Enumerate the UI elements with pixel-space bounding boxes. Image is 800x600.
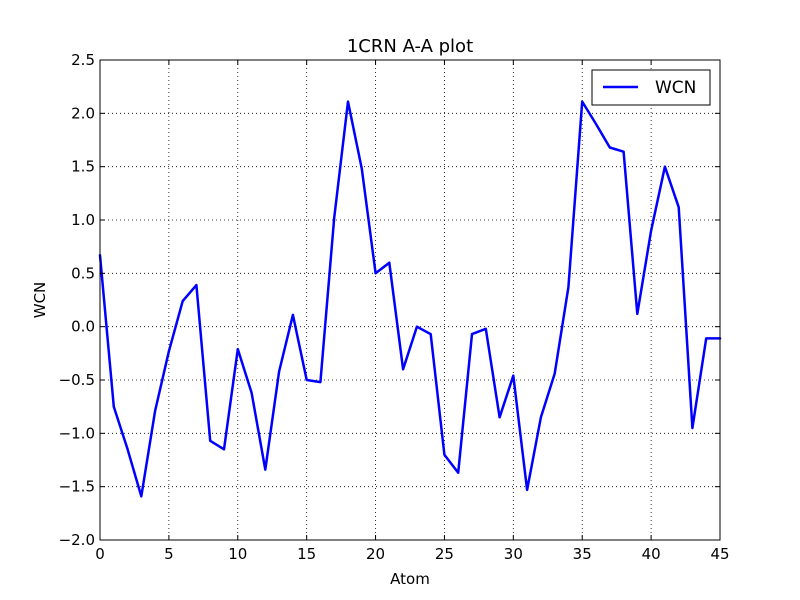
legend-label-wcn: WCN [655, 78, 696, 98]
x-tick-label: 15 [297, 545, 316, 563]
y-tick-label: 2.0 [71, 104, 95, 122]
x-axis-label: Atom [390, 570, 430, 588]
chart-title: 1CRN A-A plot [347, 36, 473, 57]
x-tick-label: 20 [366, 545, 385, 563]
series-line-wcn [98, 100, 722, 498]
y-axis-label: WCN [31, 282, 49, 319]
y-tick-label: −1.5 [59, 478, 95, 496]
y-tick-label: 0.0 [71, 318, 95, 336]
y-tick-label: −2.0 [59, 531, 95, 549]
x-tick-label: 25 [435, 545, 454, 563]
legend: WCN [591, 69, 711, 106]
y-tick-label: −0.5 [59, 371, 95, 389]
series-layer [98, 100, 722, 498]
x-tick-label: 5 [164, 545, 174, 563]
ticks: 0 5 10 15 20 25 30 35 40 45 −2.0 −1.5 −1.0 −0.5 0.0 0.5… [59, 51, 730, 563]
x-tick-label: 30 [504, 545, 523, 563]
grid [100, 60, 720, 540]
x-tick-label: 40 [642, 545, 661, 563]
plot-area-frame [99, 59, 721, 541]
x-tick-label: 45 [710, 545, 729, 563]
y-tick-label: −1.0 [59, 424, 95, 442]
y-tick-label: 2.5 [71, 51, 95, 69]
y-tick-label: 0.5 [71, 264, 95, 282]
x-tick-label: 35 [573, 545, 592, 563]
x-tick-label: 10 [228, 545, 247, 563]
y-tick-label: 1.5 [71, 158, 95, 176]
y-tick-label: 1.0 [71, 211, 95, 229]
x-tick-label: 0 [95, 545, 105, 563]
